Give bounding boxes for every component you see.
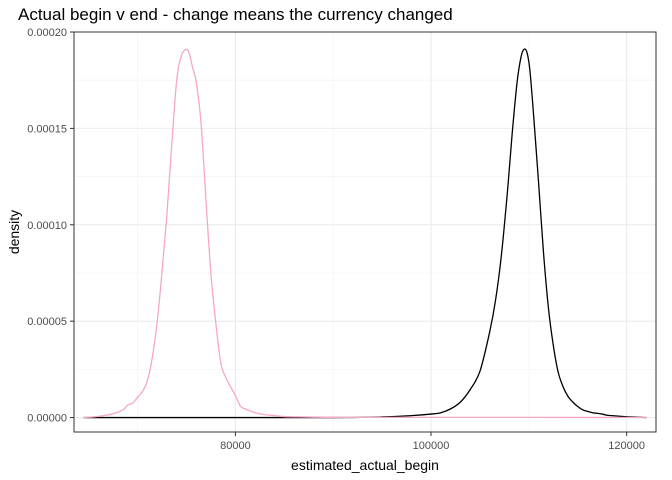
x-tick-label: 100000 [413, 440, 450, 452]
x-axis: 80000 100000 120000 [220, 432, 645, 452]
plot-panel [73, 31, 657, 433]
x-tick-label: 120000 [608, 440, 645, 452]
y-tick-label: 0.00015 [27, 123, 67, 135]
grid-minor [74, 32, 656, 432]
density-series-1 [83, 48, 647, 419]
y-axis: 0.00000 0.00005 0.00010 0.00015 0.00020 [27, 27, 74, 425]
panel-border [73, 31, 657, 433]
y-axis-title: density [6, 210, 22, 254]
x-axis-title: estimated_actual_begin [291, 457, 439, 473]
series-layer [83, 48, 647, 419]
y-tick-label: 0.00020 [27, 27, 67, 39]
y-tick-label: 0.00005 [27, 316, 67, 328]
chart-title: Actual begin v end - change means the cu… [18, 5, 453, 24]
y-tick-label: 0.00000 [27, 413, 67, 425]
x-tick-label: 80000 [220, 440, 251, 452]
density-series-2 [83, 48, 647, 419]
y-tick-label: 0.00010 [27, 220, 67, 232]
panel-background [74, 32, 656, 432]
